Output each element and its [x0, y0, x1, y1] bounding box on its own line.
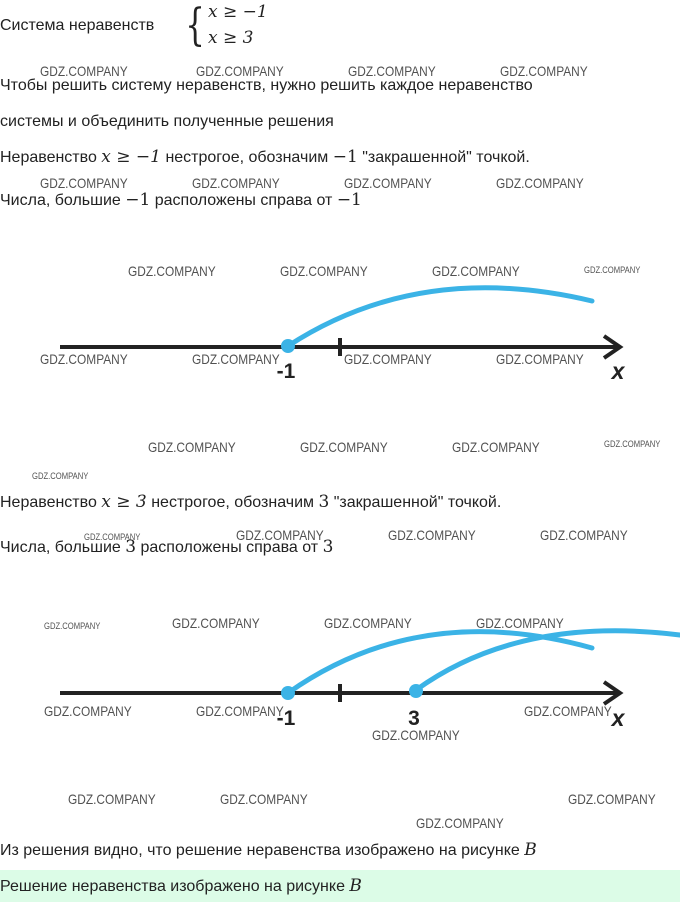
watermark: GDZ.COMPANY — [220, 791, 308, 807]
number-line-figure-2: -1 3 x — [60, 628, 680, 731]
watermark: GDZ.COMPANY — [568, 791, 656, 807]
filled-point-1 — [281, 686, 295, 700]
watermark: GDZ.COMPANY — [172, 615, 260, 631]
solution-arc-1 — [285, 629, 595, 696]
watermark: GDZ.COMPANY — [40, 63, 128, 79]
watermark: GDZ.COMPANY — [584, 265, 641, 275]
watermark: GDZ.COMPANY — [432, 263, 520, 279]
watermark: GDZ.COMPANY — [496, 175, 584, 191]
watermark: GDZ.COMPANY — [388, 527, 476, 543]
step2-text: Неравенство x ≥ 3 нестрогое, обозначим 3… — [0, 492, 502, 512]
intro-line-1: Чтобы решить систему неравенств, нужно р… — [0, 77, 533, 94]
watermark: GDZ.COMPANY — [344, 175, 432, 191]
watermark: GDZ.COMPANY — [300, 439, 388, 455]
watermark: GDZ.COMPANY — [44, 621, 101, 631]
point-label: -1 — [277, 360, 296, 383]
watermark: GDZ.COMPANY — [524, 703, 612, 719]
watermark: GDZ.COMPANY — [236, 527, 324, 543]
watermark: GDZ.COMPANY — [348, 63, 436, 79]
watermark: GDZ.COMPANY — [372, 727, 460, 743]
watermark: GDZ.COMPANY — [84, 532, 141, 542]
filled-point-2 — [409, 684, 423, 698]
watermark: GDZ.COMPANY — [128, 263, 216, 279]
axis-label: x — [610, 358, 626, 384]
watermark: GDZ.COMPANY — [32, 471, 89, 481]
brace-icon: { — [185, 0, 205, 51]
watermark: GDZ.COMPANY — [40, 351, 128, 367]
system-label: Система неравенств — [0, 17, 155, 34]
solution-arc-2 — [413, 628, 680, 693]
watermark: GDZ.COMPANY — [148, 439, 236, 455]
watermark: GDZ.COMPANY — [452, 439, 540, 455]
watermark: GDZ.COMPANY — [496, 351, 584, 367]
conclusion-text: Из решения видно, что решение неравенств… — [0, 840, 537, 860]
watermark: GDZ.COMPANY — [604, 439, 661, 449]
watermark: GDZ.COMPANY — [68, 791, 156, 807]
intro-line-2: системы и объединить полученные решения — [0, 113, 334, 130]
axis-arrow — [602, 680, 624, 706]
watermark: GDZ.COMPANY — [540, 527, 628, 543]
step2-numbers-text: Числа, большие 3 расположены справа от 3 — [0, 537, 334, 557]
watermark: GDZ.COMPANY — [416, 815, 504, 831]
filled-point — [281, 339, 295, 353]
step1-numbers-text: Числа, большие −1 расположены справа от … — [0, 190, 362, 210]
watermark: GDZ.COMPANY — [44, 703, 132, 719]
watermark: GDZ.COMPANY — [192, 175, 280, 191]
watermark: GDZ.COMPANY — [196, 63, 284, 79]
watermark: GDZ.COMPANY — [192, 351, 280, 367]
system-line-1: x ≥ −1 — [208, 2, 268, 22]
point-label-1: -1 — [277, 707, 296, 730]
watermark: GDZ.COMPANY — [476, 615, 564, 631]
watermark: GDZ.COMPANY — [500, 63, 588, 79]
step1-text: Неравенство x ≥ −1 нестрогое, обозначим … — [0, 147, 530, 167]
point-label-2: 3 — [408, 707, 420, 730]
watermark: GDZ.COMPANY — [196, 703, 284, 719]
watermark: GDZ.COMPANY — [324, 615, 412, 631]
watermark: GDZ.COMPANY — [40, 175, 128, 191]
answer-box: Решение неравенства изображено на рисунк… — [0, 870, 680, 902]
axis-arrow — [602, 334, 624, 360]
watermark: GDZ.COMPANY — [280, 263, 368, 279]
number-line-figure-1: -1 x — [60, 285, 626, 384]
system-line-2: x ≥ 3 — [208, 28, 254, 48]
watermark: GDZ.COMPANY — [344, 351, 432, 367]
solution-arc — [285, 285, 595, 349]
axis-label: x — [610, 705, 626, 731]
answer-text: Решение неравенства изображено на рисунк… — [0, 876, 362, 896]
